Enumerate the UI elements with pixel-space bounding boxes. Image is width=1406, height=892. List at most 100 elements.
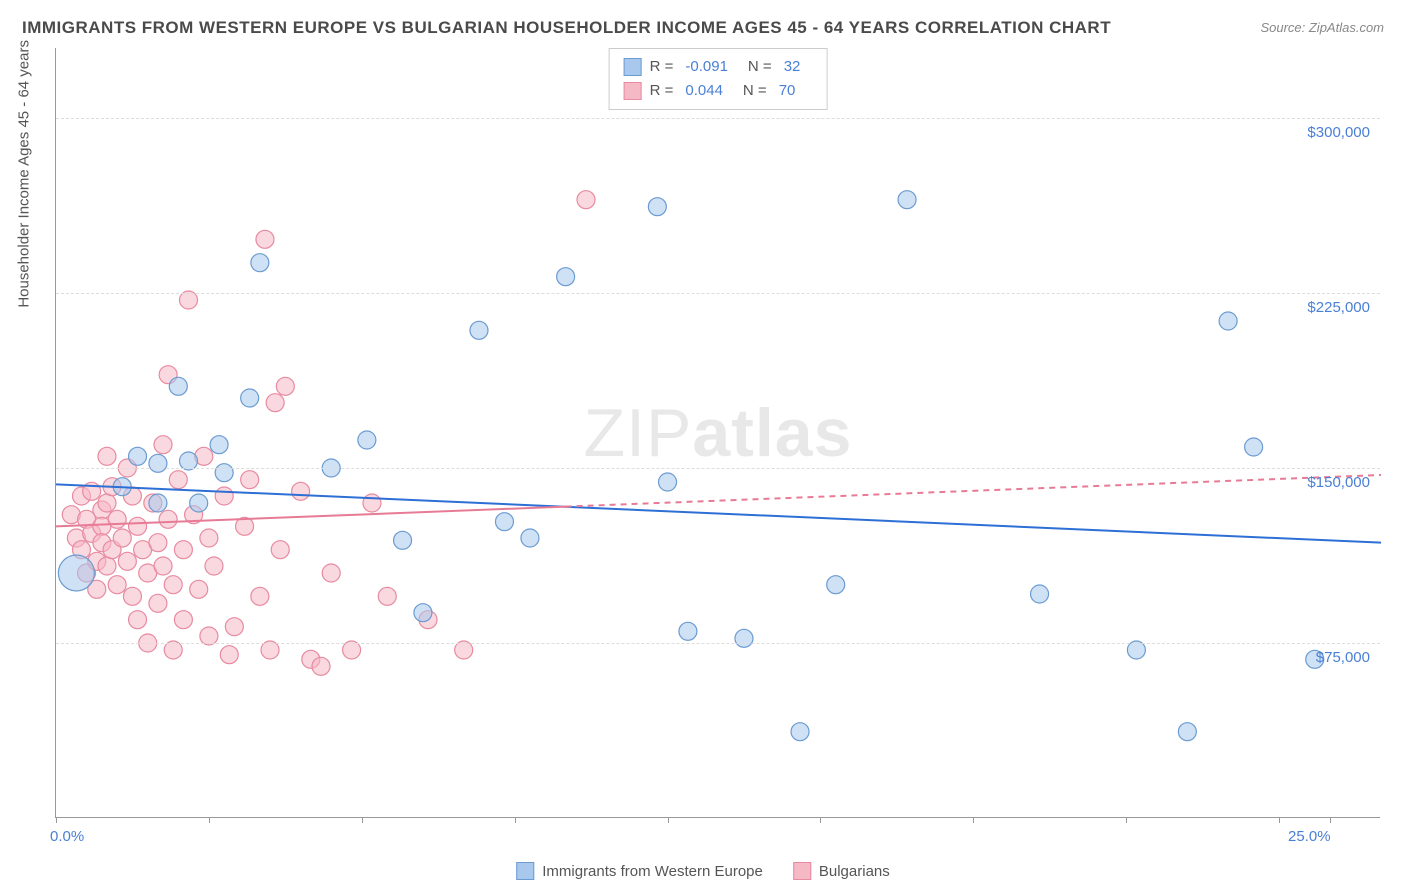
data-point	[108, 510, 126, 528]
stats-row: R = 0.044 N = 70	[624, 79, 813, 103]
data-point	[190, 580, 208, 598]
y-tick-label: $75,000	[1316, 649, 1370, 666]
data-point	[898, 191, 916, 209]
stats-row: R = -0.091 N = 32	[624, 55, 813, 79]
data-point	[495, 513, 513, 531]
data-point	[149, 534, 167, 552]
x-tick-label: 25.0%	[1288, 828, 1331, 845]
legend-swatch	[624, 58, 642, 76]
plot-area: Householder Income Ages 45 - 64 years ZI…	[55, 48, 1380, 818]
trend-line	[56, 484, 1381, 542]
data-point	[363, 494, 381, 512]
data-point	[200, 529, 218, 547]
data-point	[378, 587, 396, 605]
data-point	[129, 611, 147, 629]
data-point	[394, 531, 412, 549]
chart-title: IMMIGRANTS FROM WESTERN EUROPE VS BULGAR…	[22, 18, 1111, 38]
y-axis-label: Householder Income Ages 45 - 64 years	[16, 40, 33, 308]
legend-item: Immigrants from Western Europe	[516, 862, 763, 880]
data-point	[98, 557, 116, 575]
x-tick	[209, 817, 210, 823]
x-tick	[56, 817, 57, 823]
data-point	[312, 657, 330, 675]
stats-legend: R = -0.091 N = 32 R = 0.044 N = 70	[609, 48, 828, 110]
data-point	[679, 622, 697, 640]
data-point	[659, 473, 677, 491]
data-point	[271, 541, 289, 559]
data-point	[149, 454, 167, 472]
data-point	[174, 611, 192, 629]
y-tick-label: $300,000	[1307, 124, 1370, 141]
gridline	[56, 118, 1380, 119]
trend-line-dashed	[566, 475, 1381, 507]
stat-r-value: 0.044	[685, 79, 723, 103]
data-point	[129, 447, 147, 465]
data-point	[215, 487, 233, 505]
data-point	[123, 587, 141, 605]
data-point	[322, 564, 340, 582]
data-point	[118, 552, 136, 570]
data-point	[169, 471, 187, 489]
stat-n-label: N =	[743, 79, 767, 103]
data-point	[577, 191, 595, 209]
data-point	[190, 494, 208, 512]
data-point	[292, 482, 310, 500]
data-point	[827, 576, 845, 594]
gridline	[56, 643, 1380, 644]
legend-label: Bulgarians	[819, 863, 890, 880]
data-point	[251, 254, 269, 272]
data-point	[169, 377, 187, 395]
stat-n-value: 70	[779, 79, 796, 103]
x-tick	[1279, 817, 1280, 823]
data-point	[276, 377, 294, 395]
stat-n-label: N =	[748, 55, 772, 79]
data-point	[159, 510, 177, 528]
data-point	[1245, 438, 1263, 456]
data-point	[256, 230, 274, 248]
data-point	[1219, 312, 1237, 330]
data-point	[154, 436, 172, 454]
data-point	[108, 576, 126, 594]
data-point	[241, 471, 259, 489]
data-point	[98, 494, 116, 512]
data-point	[735, 629, 753, 647]
legend-swatch	[516, 862, 534, 880]
data-point	[251, 587, 269, 605]
x-tick	[362, 817, 363, 823]
data-point	[164, 576, 182, 594]
trend-line	[56, 507, 566, 527]
y-tick-label: $150,000	[1307, 474, 1370, 491]
data-point	[225, 618, 243, 636]
data-point	[266, 394, 284, 412]
data-point	[154, 557, 172, 575]
x-tick	[668, 817, 669, 823]
plot-svg	[56, 48, 1380, 817]
stat-r-label: R =	[650, 55, 674, 79]
data-point	[113, 529, 131, 547]
x-tick	[1126, 817, 1127, 823]
legend-label: Immigrants from Western Europe	[542, 863, 763, 880]
data-point	[129, 517, 147, 535]
gridline	[56, 468, 1380, 469]
stat-r-label: R =	[650, 79, 674, 103]
x-tick	[820, 817, 821, 823]
data-point	[149, 594, 167, 612]
legend-item: Bulgarians	[793, 862, 890, 880]
data-point	[174, 541, 192, 559]
data-point	[791, 723, 809, 741]
legend-swatch	[793, 862, 811, 880]
data-point	[210, 436, 228, 454]
gridline	[56, 293, 1380, 294]
x-tick	[973, 817, 974, 823]
data-point	[220, 646, 238, 664]
data-point	[358, 431, 376, 449]
source-attribution: Source: ZipAtlas.com	[1260, 20, 1384, 35]
data-point	[58, 555, 94, 591]
y-tick-label: $225,000	[1307, 299, 1370, 316]
data-point	[470, 321, 488, 339]
data-point	[98, 447, 116, 465]
bottom-legend: Immigrants from Western Europe Bulgarian…	[516, 862, 890, 880]
data-point	[557, 268, 575, 286]
data-point	[205, 557, 223, 575]
data-point	[215, 464, 233, 482]
